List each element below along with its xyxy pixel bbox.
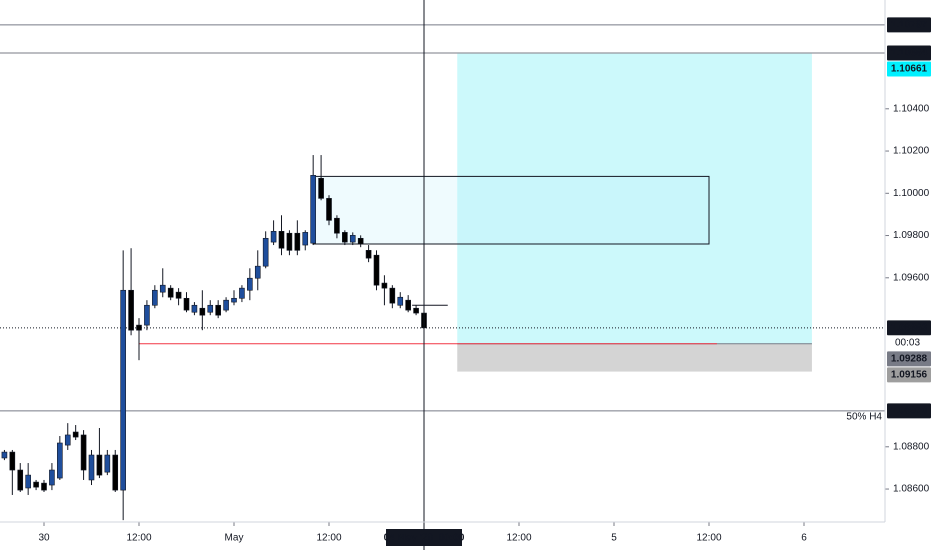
- candle-body: [152, 289, 158, 306]
- price-label: 1.10664: [891, 48, 928, 59]
- crosshair-label: 04 May '20 00:00: [384, 533, 465, 544]
- candle-body: [223, 299, 229, 311]
- candle-body: [17, 469, 24, 491]
- price-label-bg: [887, 403, 931, 419]
- candle-body: [104, 454, 111, 473]
- candle-body: [136, 324, 142, 331]
- candle-body: [373, 254, 380, 286]
- candle-body: [294, 232, 301, 251]
- candle-body: [349, 235, 356, 243]
- y-tick-label: 1.10000: [893, 188, 930, 199]
- candle-body: [191, 304, 198, 313]
- candle-body: [120, 289, 126, 491]
- candle-body: [183, 297, 190, 311]
- candle-body: [9, 451, 16, 471]
- candle-body: [365, 250, 372, 259]
- price-label: 1.10797: [891, 20, 928, 31]
- y-tick-label: 1.08600: [893, 484, 930, 495]
- x-tick-label: 5: [611, 533, 617, 544]
- zone-rectangle: [312, 175, 710, 245]
- candle-body: [231, 297, 237, 303]
- candle-body: [215, 304, 221, 316]
- x-tick-label: 12:00: [696, 533, 721, 544]
- candle-body: [25, 474, 31, 489]
- candle-body: [49, 469, 55, 486]
- candle-body: [334, 217, 340, 234]
- y-tick-label: 1.10200: [893, 146, 930, 157]
- candle-body: [199, 307, 206, 316]
- x-tick-label: 6: [801, 533, 807, 544]
- candle-body: [413, 307, 419, 314]
- candle-body: [254, 265, 261, 279]
- y-tick-label: 1.09800: [893, 230, 930, 241]
- countdown-bg: [887, 335, 931, 351]
- x-tick-label: 30: [38, 533, 50, 544]
- price-label-bg: [887, 45, 931, 61]
- candle-body: [167, 287, 174, 298]
- candle-body: [342, 232, 348, 243]
- candle-body: [1, 451, 8, 459]
- candle-body: [302, 232, 309, 246]
- candle-body: [72, 431, 79, 438]
- candle-body: [64, 434, 71, 446]
- y-tick-label: 1.10400: [893, 103, 930, 114]
- candle-body: [310, 175, 316, 244]
- candle-body: [33, 481, 39, 488]
- candle-body: [262, 237, 269, 267]
- candle-body: [397, 296, 404, 306]
- candle-body: [128, 289, 134, 331]
- candle-body: [278, 231, 285, 249]
- candle-body: [357, 237, 364, 245]
- candle-body: [159, 284, 166, 293]
- price-label-bg: [887, 367, 931, 383]
- x-tick-label: 12:00: [506, 533, 531, 544]
- x-tick-label: May: [225, 533, 244, 544]
- candle-body: [318, 177, 324, 199]
- candle-body: [270, 231, 277, 243]
- candle-body: [57, 442, 63, 479]
- candle-body: [96, 454, 103, 476]
- annotation: 50% H4: [846, 412, 882, 423]
- candle-body: [175, 291, 182, 299]
- price-label-bg: [887, 61, 931, 77]
- y-tick-label: 1.09600: [893, 272, 930, 283]
- candle-body: [112, 454, 119, 491]
- candle-body: [41, 482, 47, 491]
- candle-body: [286, 232, 293, 251]
- target-zone: [457, 53, 812, 344]
- x-tick-label: 12:00: [316, 533, 341, 544]
- candle-body: [389, 287, 396, 304]
- countdown: 00:03: [895, 338, 920, 349]
- y-tick-label: 1.08800: [893, 441, 930, 452]
- price-label: 1.08970: [891, 406, 928, 417]
- price-label-bg: [887, 351, 931, 367]
- candle-body: [88, 454, 95, 481]
- x-tick-label: 12:00: [126, 533, 151, 544]
- price-label: 1.09363: [891, 323, 928, 334]
- candle-body: [239, 287, 245, 299]
- price-label-bg: [887, 17, 931, 33]
- price-label: 1.10661: [891, 64, 928, 75]
- candle-body: [207, 304, 214, 313]
- stop-zone: [457, 343, 812, 372]
- crosshair-label-bg: [386, 529, 463, 546]
- candle-body: [144, 304, 150, 326]
- candle-body: [381, 282, 388, 289]
- candle-body: [405, 299, 411, 311]
- price-label: 1.09156: [891, 370, 928, 381]
- price-label: 1.09288: [891, 354, 928, 365]
- candle-body: [247, 277, 253, 291]
- candle-body: [80, 434, 87, 471]
- candle-body: [326, 198, 332, 221]
- price-label-bg: [887, 320, 931, 336]
